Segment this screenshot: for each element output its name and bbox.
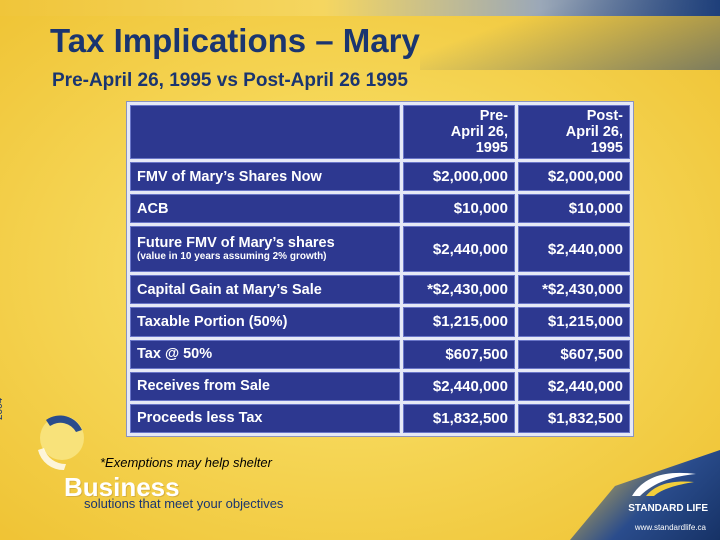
- row-label-cell: Tax @ 50%: [130, 339, 400, 369]
- table-row: Proceeds less Tax $1,832,500 $1,832,500: [130, 403, 630, 433]
- table-row: Capital Gain at Mary’s Sale *$2,430,000 *$…: [130, 275, 630, 305]
- row-label: Receives from Sale: [137, 378, 270, 395]
- table-row: Future FMV of Mary’s shares (value in 10 …: [130, 226, 630, 273]
- row-label-cell: Capital Gain at Mary’s Sale: [130, 275, 400, 305]
- row-value-post: $2,440,000: [518, 371, 630, 401]
- row-label: Proceeds less Tax: [137, 410, 263, 427]
- row-label-cell: Proceeds less Tax: [130, 403, 400, 433]
- row-note: (value in 10 years assuming 2% growth): [137, 251, 327, 263]
- slide-subtitle: Pre-April 26, 1995 vs Post-April 26 1995: [52, 70, 408, 91]
- row-label-cell: Receives from Sale: [130, 371, 400, 401]
- table-row: FMV of Mary’s Shares Now $2,000,000 $2,000…: [130, 162, 630, 192]
- header-blank-cell: [130, 105, 400, 159]
- brand-tagline: solutions that meet your objectives: [84, 496, 284, 511]
- standard-life-logo-icon: [632, 472, 696, 496]
- header-post-line: April 26,: [565, 124, 623, 140]
- row-value-pre: *$2,430,000: [403, 275, 515, 305]
- row-label: Future FMV of Mary’s shares: [137, 235, 335, 252]
- row-value-post: *$2,430,000: [518, 275, 630, 305]
- row-label-cell: Taxable Portion (50%): [130, 307, 400, 337]
- row-label: Capital Gain at Mary’s Sale: [137, 281, 322, 298]
- row-label: FMV of Mary’s Shares Now: [137, 168, 322, 185]
- tax-table: Pre- April 26, 1995 Post- April 26, 1995…: [127, 102, 633, 436]
- row-label-cell: ACB: [130, 194, 400, 224]
- company-url: www.standardlife.ca: [634, 523, 706, 532]
- footnote: *Exemptions may help shelter: [100, 455, 272, 470]
- row-value-post: $1,832,500: [518, 403, 630, 433]
- row-label: Taxable Portion (50%): [137, 313, 288, 330]
- row-value-pre: $2,440,000: [403, 226, 515, 273]
- table-row: Tax @ 50% $607,500 $607,500: [130, 339, 630, 369]
- top-right-decoration: [420, 0, 720, 70]
- row-label: Tax @ 50%: [137, 346, 213, 363]
- year-label: 2004: [0, 397, 5, 420]
- row-label: ACB: [137, 200, 169, 217]
- row-value-pre: $1,832,500: [403, 403, 515, 433]
- tax-table-container: Pre- April 26, 1995 Post- April 26, 1995…: [126, 101, 634, 437]
- row-value-pre: $10,000: [403, 194, 515, 224]
- row-value-post: $607,500: [518, 339, 630, 369]
- table-row: Taxable Portion (50%) $1,215,000 $1,215,00…: [130, 307, 630, 337]
- row-value-post: $1,215,000: [518, 307, 630, 337]
- row-value-post: $2,000,000: [518, 162, 630, 192]
- slide-title: Tax Implications – Mary: [50, 22, 420, 59]
- company-name: STANDARD LIFE: [628, 503, 708, 514]
- row-value-pre: $2,440,000: [403, 371, 515, 401]
- row-label-cell: Future FMV of Mary’s shares (value in 10 …: [130, 226, 400, 273]
- header-post-line: 1995: [590, 140, 623, 156]
- header-post-line: Post-: [586, 108, 623, 124]
- header-post: Post- April 26, 1995: [518, 105, 630, 159]
- table-row: Receives from Sale $2,440,000 $2,440,000: [130, 371, 630, 401]
- row-value-pre: $607,500: [403, 339, 515, 369]
- row-value-post: $2,440,000: [518, 226, 630, 273]
- row-label-cell: FMV of Mary’s Shares Now: [130, 162, 400, 192]
- row-value-post: $10,000: [518, 194, 630, 224]
- table-header-row: Pre- April 26, 1995 Post- April 26, 1995: [130, 105, 630, 159]
- header-pre-line: April 26,: [450, 124, 508, 140]
- row-value-pre: $1,215,000: [403, 307, 515, 337]
- table-row: ACB $10,000 $10,000: [130, 194, 630, 224]
- brand-name: Business: [64, 472, 180, 502]
- swoosh-logo-icon: [38, 415, 84, 471]
- header-pre: Pre- April 26, 1995: [403, 105, 515, 159]
- header-pre-line: Pre-: [479, 108, 508, 124]
- row-value-pre: $2,000,000: [403, 162, 515, 192]
- header-pre-line: 1995: [475, 140, 508, 156]
